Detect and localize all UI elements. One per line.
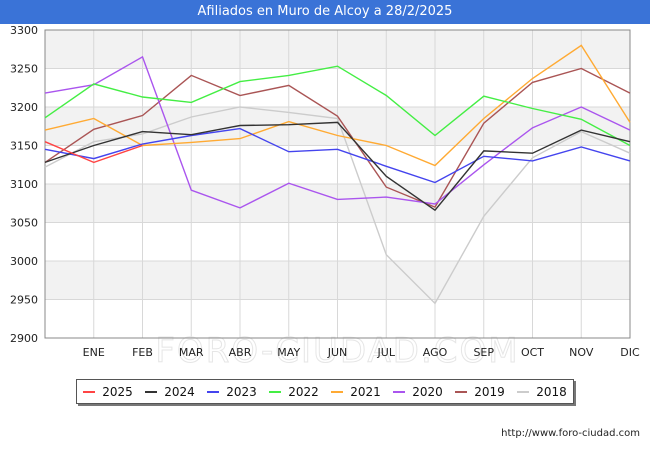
chart-legend: 2025 2024 2023 2022 2021 2020 2019 2018: [76, 379, 574, 404]
x-tick-label: MAR: [179, 346, 204, 359]
y-tick-label: 3150: [10, 140, 38, 153]
x-tick-label: OCT: [521, 346, 544, 359]
y-tick-label: 3100: [10, 178, 38, 191]
x-tick-label: NOV: [569, 346, 594, 359]
source-url: http://www.foro-ciudad.com: [501, 428, 640, 439]
y-tick-label: 2900: [10, 332, 38, 345]
chart-title: Afiliados en Muro de Alcoy a 28/2/2025: [0, 0, 650, 24]
legend-swatch: [83, 390, 96, 393]
legend-item-2024: 2024: [145, 385, 195, 399]
y-tick-label: 3000: [10, 255, 38, 268]
x-tick-label: ABR: [229, 346, 252, 359]
x-tick-label: ENE: [83, 346, 105, 359]
series-line-2023: [44, 127, 631, 184]
y-tick-label: 3200: [10, 101, 38, 114]
legend-swatch: [455, 390, 468, 393]
legend-label: 2021: [350, 384, 381, 399]
legend-item-2021: 2021: [331, 385, 381, 399]
y-tick-label: 3300: [10, 24, 38, 37]
y-tick-label: 3250: [10, 63, 38, 76]
series-line-2019: [44, 67, 631, 208]
plot-frame: [44, 29, 631, 339]
legend-swatch: [269, 390, 282, 393]
x-tick-label: DIC: [620, 346, 640, 359]
series-line-2024: [44, 121, 631, 212]
legend-label: 2024: [164, 384, 195, 399]
legend-swatch: [331, 390, 344, 393]
x-tick-label: SEP: [473, 346, 494, 359]
legend-label: 2022: [288, 384, 319, 399]
watermark-text: FORO-CIUDAD.COM: [155, 331, 519, 371]
x-tick-label: AGO: [423, 346, 448, 359]
y-tick-label: 2950: [10, 294, 38, 307]
legend-item-2023: 2023: [207, 385, 257, 399]
legend-label: 2018: [536, 384, 567, 399]
legend-swatch: [517, 390, 530, 393]
legend-swatch: [145, 390, 158, 393]
legend-label: 2019: [474, 384, 505, 399]
legend-label: 2025: [102, 384, 133, 399]
x-tick-label: JUL: [377, 346, 396, 359]
x-tick-label: FEB: [132, 346, 153, 359]
legend-item-2025: 2025: [83, 385, 133, 399]
legend-item-2020: 2020: [393, 385, 443, 399]
y-tick-label: 3050: [10, 217, 38, 230]
legend-swatch: [207, 390, 220, 393]
legend-item-2019: 2019: [455, 385, 505, 399]
legend-swatch: [393, 390, 406, 393]
legend-item-2022: 2022: [269, 385, 319, 399]
series-line-2025: [44, 141, 143, 164]
legend-item-2018: 2018: [517, 385, 567, 399]
legend-label: 2023: [226, 384, 257, 399]
x-tick-label: JUN: [327, 346, 348, 359]
series-line-2022: [44, 65, 631, 147]
series-line-2020: [44, 55, 631, 209]
legend-label: 2020: [412, 384, 443, 399]
series-line-2018: [44, 106, 631, 305]
x-tick-label: MAY: [277, 346, 300, 359]
